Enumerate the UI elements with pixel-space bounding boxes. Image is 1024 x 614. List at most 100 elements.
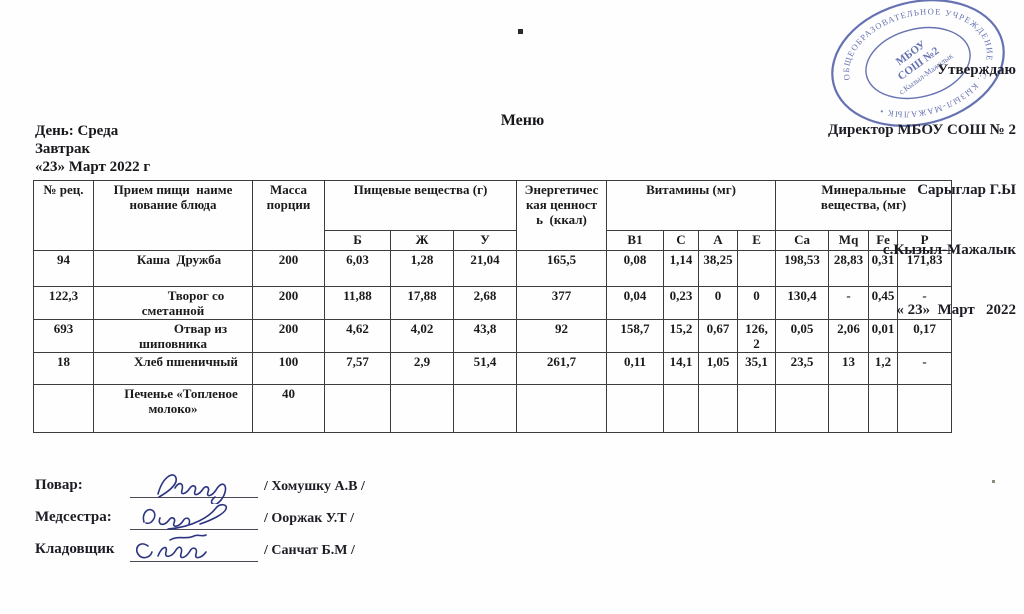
cell-dish-name: Каша Дружба — [93, 250, 253, 287]
scan-dot-artifact — [518, 29, 523, 34]
cell-e: 0 — [736, 286, 777, 320]
subheader-b1: B1 — [606, 230, 664, 251]
signature-label: Медсестра: — [35, 509, 112, 525]
cell-recipe-number: 18 — [33, 352, 94, 385]
cell-e — [736, 250, 777, 287]
cell-a — [698, 384, 738, 433]
subheader-carbs: У — [453, 230, 517, 251]
cell-protein: 6,03 — [324, 250, 391, 287]
stamp-icon: ОБЩЕОБРАЗОВАТЕЛЬНОЕ УЧРЕЖДЕНИЕ • С. КЫЗЫ… — [829, 0, 1007, 135]
cell-energy: 261,7 — [516, 352, 607, 385]
info-day: День: Среда — [35, 123, 119, 139]
school-stamp: ОБЩЕОБРАЗОВАТЕЛЬНОЕ УЧРЕЖДЕНИЕ • С. КЫЗЫ… — [818, 0, 1018, 148]
signature-name: / Санчат Б.М / — [264, 543, 355, 558]
signature-label: Кладовщик — [35, 541, 115, 557]
table-row: 693 Отвар из шиповника 200 4,62 4,02 43,… — [33, 319, 953, 353]
cell-b1: 0,08 — [606, 250, 664, 287]
cell-dish-name: Творог со сметанной — [93, 286, 253, 320]
table-subheader-row: Б Ж У B1 C A E Ca Mq Fe P — [34, 230, 953, 251]
cell-b1: 0,04 — [606, 286, 664, 320]
approval-line-approve: Утверждаю — [937, 62, 1016, 78]
cell-carbs: 2,68 — [453, 286, 517, 320]
cell-carbs: 51,4 — [453, 352, 517, 385]
cell-dish-name: Отвар из шиповника — [93, 319, 253, 353]
cell-a: 0 — [698, 286, 738, 320]
cell-dish-name: Хлеб пшеничный — [93, 352, 253, 385]
info-date: «23» Март 2022 г — [35, 159, 151, 175]
cell-fat: 4,02 — [390, 319, 454, 353]
cell-protein: 7,57 — [324, 352, 391, 385]
cell-fe — [868, 384, 899, 433]
subheader-fe: Fe — [868, 230, 899, 251]
header-vitamins: Витамины (мг) — [605, 180, 777, 231]
cell-ca — [775, 384, 830, 433]
cell-carbs: 21,04 — [453, 250, 517, 287]
header-nutrients: Пищевые вещества (г) — [324, 180, 517, 231]
info-meal: Завтрак — [35, 141, 91, 157]
signature-name: / Ооржак У.Т / — [264, 511, 355, 526]
cell-a: 0,67 — [698, 319, 738, 353]
cell-fat: 2,9 — [390, 352, 454, 385]
cell-mass: 200 — [252, 250, 325, 287]
cell-protein — [324, 384, 391, 433]
table-row: 18 Хлеб пшеничный 100 7,57 2,9 51,4 261,… — [33, 352, 953, 385]
cell-c: 14,1 — [663, 352, 699, 385]
cell-protein: 4,62 — [324, 319, 391, 353]
subheader-e: E — [736, 230, 777, 251]
cell-mass: 200 — [252, 319, 325, 353]
handwritten-signature-icon — [135, 534, 207, 559]
cell-p: - — [897, 352, 953, 385]
cell-carbs: 43,8 — [453, 319, 517, 353]
page-title: Меню — [500, 112, 545, 129]
cell-fat — [390, 384, 454, 433]
subheader-fat: Ж — [390, 230, 454, 251]
cell-mass: 100 — [252, 352, 325, 385]
cell-c: 15,2 — [663, 319, 699, 353]
cell-recipe-number: 94 — [33, 250, 94, 287]
approval-line-director-name: Сарыглар Г.Ы — [917, 182, 1016, 198]
subheader-a: A — [698, 230, 738, 251]
signatures-block: Повар: / Хомушку А.В / Медсестра: / Оорж… — [35, 466, 365, 562]
table-row: Печенье «Топленое молоко» 40 — [33, 384, 953, 433]
cell-fe: 0,01 — [868, 319, 899, 353]
cell-energy: 92 — [516, 319, 607, 353]
cell-e: 35,1 — [736, 352, 777, 385]
cell-c — [663, 384, 699, 433]
cell-mass: 40 — [252, 384, 325, 433]
table-header-row: № рец. Прием пищи наиме нование блюда Ма… — [33, 180, 953, 251]
signature-row-cook: Повар: / Хомушку А.В / — [35, 466, 365, 504]
cell-recipe-number: 122,3 — [33, 286, 94, 320]
cell-energy — [516, 384, 607, 433]
cell-fat: 1,28 — [390, 250, 454, 287]
cell-b1 — [606, 384, 664, 433]
cell-carbs — [453, 384, 517, 433]
header-minerals: Минеральные вещества, (мг) — [775, 180, 953, 231]
signature-row-storekeeper: Кладовщик / Санчат Б.М / — [35, 530, 365, 562]
subheader-protein: Б — [324, 230, 391, 251]
cell-recipe-number: 693 — [33, 319, 94, 353]
signature-label: Повар: — [35, 477, 83, 493]
signature-line — [130, 472, 258, 504]
cell-a: 38,25 — [698, 250, 738, 287]
menu-table: № рец. Прием пищи наиме нование блюда Ма… — [33, 180, 953, 433]
header-energy: Энергетичес кая ценност ь (ккал) — [516, 180, 607, 251]
cell-c: 1,14 — [663, 250, 699, 287]
cell-p: 171,83 — [897, 250, 953, 287]
signature-line — [130, 534, 258, 562]
approval-block: Утверждаю Директор МБОУ СОШ № 2 Сарыглар… — [786, 20, 1016, 360]
scan-dot-artifact — [992, 480, 995, 483]
cell-energy: 165,5 — [516, 250, 607, 287]
cell-e — [736, 384, 777, 433]
cell-c: 0,23 — [663, 286, 699, 320]
cell-mq: 28,83 — [828, 250, 870, 287]
meal-info-block: День: Среда Завтрак «23» Март 2022 г — [35, 122, 150, 176]
header-dish-name: Прием пищи наиме нование блюда — [93, 180, 253, 251]
cell-energy: 377 — [516, 286, 607, 320]
cell-fe: 0,31 — [868, 250, 899, 287]
subheader-c: C — [663, 230, 699, 251]
approval-line-village: с.Кызыл-Мажалык — [882, 242, 1016, 258]
table-row: 94 Каша Дружба 200 6,03 1,28 21,04 165,5… — [33, 250, 953, 287]
header-portion-mass: Масса порции — [252, 180, 325, 251]
cell-b1: 158,7 — [606, 319, 664, 353]
